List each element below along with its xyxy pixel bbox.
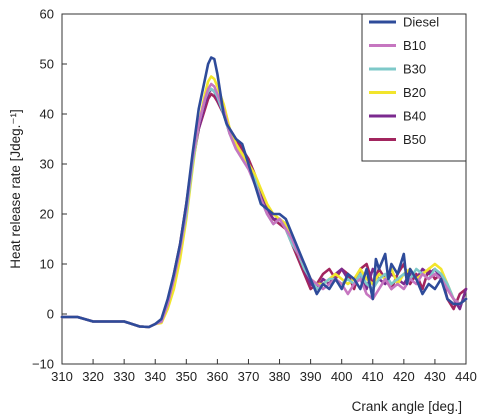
y-tick-label: 0 [47, 307, 54, 322]
legend-label-b40: B40 [403, 109, 426, 124]
x-tick-label: 440 [455, 369, 477, 384]
y-tick-label: 20 [40, 207, 54, 222]
legend-label-b30: B30 [403, 62, 426, 77]
legend-box [361, 13, 467, 162]
x-axis-label: Crank angle [deg.] [352, 399, 462, 414]
series-line-diesel [60, 56, 468, 329]
x-tick-label: 390 [300, 369, 322, 384]
x-axis-ticks: 310 320 330 340 350 360 370 380 390 400 410 420 430 4… [51, 359, 477, 384]
x-tick-label: 410 [362, 369, 384, 384]
plot-area [61, 13, 467, 365]
x-tick-label: 380 [269, 369, 291, 384]
y-tick-label: 50 [40, 57, 54, 72]
y-tick-label: 10 [40, 257, 54, 272]
x-tick-label: 350 [175, 369, 197, 384]
legend-label-b50: B50 [403, 132, 426, 147]
x-tick-label: 320 [82, 369, 104, 384]
x-tick-label: 360 [207, 369, 229, 384]
y-tick-label: −10 [32, 357, 54, 372]
y-axis-ticks: 60 50 40 30 20 10 0 −10 [32, 7, 67, 372]
legend-label-b10: B10 [403, 38, 426, 53]
x-tick-label: 310 [51, 369, 73, 384]
y-tick-label: 40 [40, 107, 54, 122]
legend: Diesel B10 B30 B20 B40 B50 [361, 13, 467, 162]
x-tick-label: 430 [424, 369, 446, 384]
x-tick-label: 330 [113, 369, 135, 384]
y-axis-label: Heat release rate [Jdeg.⁻¹] [8, 109, 23, 268]
y-tick-label: 60 [40, 7, 54, 22]
series-layer [60, 56, 468, 329]
legend-items: Diesel B10 B30 B20 B40 B50 [369, 15, 439, 147]
x-tick-label: 400 [331, 369, 353, 384]
legend-label-b20: B20 [403, 85, 426, 100]
x-tick-label: 420 [393, 369, 415, 384]
x-tick-label: 340 [144, 369, 166, 384]
legend-label-diesel: Diesel [403, 15, 439, 30]
x-tick-label: 370 [238, 369, 260, 384]
y-tick-label: 30 [40, 157, 54, 172]
